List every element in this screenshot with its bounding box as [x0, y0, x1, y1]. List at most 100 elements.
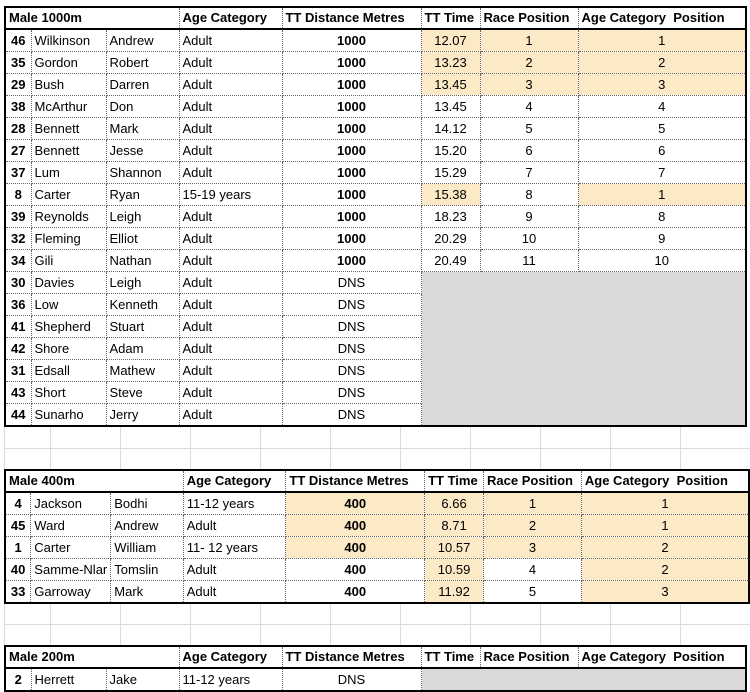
- cell-cat[interactable]: 3: [580, 580, 750, 604]
- cell-first[interactable]: Elliot: [105, 227, 180, 250]
- cell-last[interactable]: Short: [30, 381, 107, 404]
- cell-first[interactable]: Jesse: [105, 139, 180, 162]
- cell-last[interactable]: Sunarho: [30, 403, 107, 427]
- cell-first[interactable]: Stuart: [105, 315, 180, 338]
- table-title[interactable]: Male 400m: [4, 469, 184, 493]
- cell-last[interactable]: Fleming: [30, 227, 107, 250]
- cell-first[interactable]: Don: [105, 95, 180, 118]
- cell-race[interactable]: 3: [483, 536, 582, 559]
- cell-age[interactable]: Adult: [178, 161, 283, 184]
- cell-time[interactable]: 10.57: [424, 536, 485, 559]
- table-title[interactable]: Male 200m: [4, 645, 180, 669]
- cell-time[interactable]: 10.59: [424, 558, 485, 581]
- cell-dist[interactable]: 400: [285, 580, 426, 604]
- cell-age[interactable]: Adult: [182, 514, 287, 537]
- header-race-position[interactable]: Race Position: [479, 6, 579, 30]
- cell-num[interactable]: 29: [4, 73, 32, 96]
- cell-time[interactable]: 13.45: [420, 95, 481, 118]
- cell-dist[interactable]: 400: [285, 514, 426, 537]
- cell-first[interactable]: Leigh: [105, 271, 180, 294]
- cell-dist[interactable]: 1000: [281, 51, 422, 74]
- header-age-category[interactable]: Age Category: [182, 469, 287, 493]
- cell-age[interactable]: Adult: [178, 28, 283, 52]
- cell-age[interactable]: Adult: [178, 315, 283, 338]
- cell-time[interactable]: 13.45: [420, 73, 481, 96]
- cell-cat[interactable]: 3: [577, 73, 747, 96]
- cell-age[interactable]: 11- 12 years: [182, 536, 287, 559]
- cell-cat[interactable]: 9: [577, 227, 747, 250]
- cell-dist[interactable]: 400: [285, 558, 426, 581]
- cell-dist[interactable]: DNS: [281, 667, 422, 692]
- cell-cat[interactable]: 1: [580, 514, 750, 537]
- cell-last[interactable]: Carter: [30, 536, 112, 559]
- cell-first[interactable]: Mark: [110, 580, 184, 604]
- cell-last[interactable]: Bennett: [30, 139, 107, 162]
- cell-first[interactable]: Jake: [105, 667, 180, 692]
- cell-num[interactable]: 2: [4, 667, 32, 692]
- header-tt-distance-metres[interactable]: TT Distance Metres: [285, 469, 426, 493]
- cell-race[interactable]: 8: [479, 183, 579, 206]
- header-tt-distance-metres[interactable]: TT Distance Metres: [281, 6, 422, 30]
- cell-time[interactable]: 14.12: [420, 117, 481, 140]
- cell-time[interactable]: 6.66: [424, 491, 485, 515]
- cell-age[interactable]: Adult: [178, 403, 283, 427]
- header-tt-time[interactable]: TT Time: [420, 645, 481, 669]
- cell-num[interactable]: 43: [4, 381, 32, 404]
- cell-dist[interactable]: 1000: [281, 183, 422, 206]
- cell-time[interactable]: 15.29: [420, 161, 481, 184]
- cell-num[interactable]: 30: [4, 271, 32, 294]
- cell-num[interactable]: 38: [4, 95, 32, 118]
- cell-last[interactable]: Shepherd: [30, 315, 107, 338]
- cell-dist[interactable]: 400: [285, 491, 426, 515]
- cell-age[interactable]: Adult: [178, 95, 283, 118]
- cell-cat[interactable]: 1: [580, 491, 750, 515]
- cell-last[interactable]: McArthur: [30, 95, 107, 118]
- cell-race[interactable]: 2: [483, 514, 582, 537]
- cell-num[interactable]: 37: [4, 161, 32, 184]
- cell-dist[interactable]: DNS: [281, 271, 422, 294]
- cell-num[interactable]: 39: [4, 205, 32, 228]
- cell-cat[interactable]: 7: [577, 161, 747, 184]
- cell-num[interactable]: 42: [4, 337, 32, 360]
- cell-num[interactable]: 1: [4, 536, 32, 559]
- cell-last[interactable]: Ward: [30, 514, 112, 537]
- cell-cat[interactable]: 1: [577, 183, 747, 206]
- cell-dist[interactable]: 1000: [281, 205, 422, 228]
- cell-last[interactable]: Garroway: [30, 580, 112, 604]
- cell-time[interactable]: 15.20: [420, 139, 481, 162]
- cell-cat[interactable]: 1: [577, 28, 747, 52]
- cell-first[interactable]: Robert: [105, 51, 180, 74]
- cell-race[interactable]: 4: [483, 558, 582, 581]
- cell-first[interactable]: Andrew: [105, 28, 180, 52]
- cell-last[interactable]: Gili: [30, 249, 107, 272]
- cell-dist[interactable]: DNS: [281, 359, 422, 382]
- cell-last[interactable]: Wilkinson: [30, 28, 107, 52]
- cell-time[interactable]: 20.29: [420, 227, 481, 250]
- cell-race[interactable]: 6: [479, 139, 579, 162]
- cell-age[interactable]: Adult: [178, 293, 283, 316]
- cell-age[interactable]: Adult: [178, 249, 283, 272]
- cell-dist[interactable]: 1000: [281, 249, 422, 272]
- cell-num[interactable]: 28: [4, 117, 32, 140]
- cell-dist[interactable]: 400: [285, 536, 426, 559]
- cell-last[interactable]: Carter: [30, 183, 107, 206]
- cell-num[interactable]: 27: [4, 139, 32, 162]
- header-age-category-position[interactable]: Age Category Position: [580, 469, 750, 493]
- cell-age[interactable]: Adult: [182, 558, 287, 581]
- header-age-category-position[interactable]: Age Category Position: [577, 645, 747, 669]
- header-race-position[interactable]: Race Position: [479, 645, 579, 669]
- cell-last[interactable]: Jackson: [30, 491, 112, 515]
- header-tt-distance-metres[interactable]: TT Distance Metres: [281, 645, 422, 669]
- cell-race[interactable]: 2: [479, 51, 579, 74]
- header-race-position[interactable]: Race Position: [483, 469, 582, 493]
- cell-dist[interactable]: DNS: [281, 403, 422, 427]
- cell-first[interactable]: Kenneth: [105, 293, 180, 316]
- cell-race[interactable]: 10: [479, 227, 579, 250]
- cell-last[interactable]: Davies: [30, 271, 107, 294]
- cell-time[interactable]: 12.07: [420, 28, 481, 52]
- cell-age[interactable]: Adult: [178, 139, 283, 162]
- cell-last[interactable]: Edsall: [30, 359, 107, 382]
- cell-dist[interactable]: 1000: [281, 73, 422, 96]
- cell-first[interactable]: William: [110, 536, 184, 559]
- cell-age[interactable]: Adult: [178, 271, 283, 294]
